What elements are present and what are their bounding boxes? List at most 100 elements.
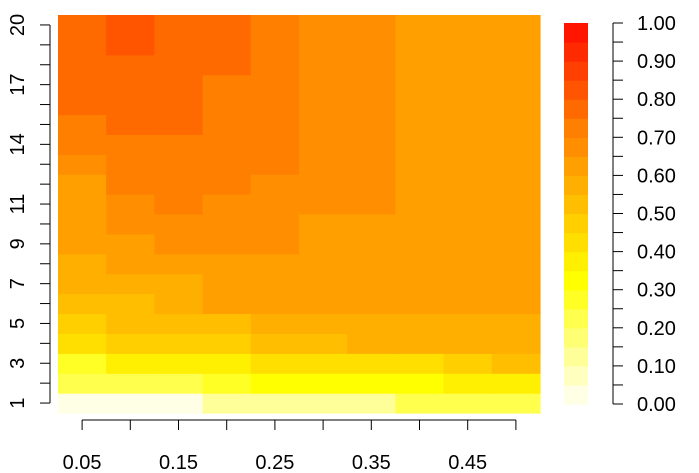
heatmap-cells (58, 15, 541, 414)
heatmap-cell (58, 94, 107, 116)
heatmap-cell (443, 353, 493, 374)
heatmap-cell (154, 154, 204, 175)
heatmap-cell (250, 154, 300, 175)
colorbar-tick-label: 0.60 (637, 165, 676, 187)
colorbar-axis: 0.00 0.10 0.20 0.30 0.40 0.50 0.60 0.70 0.80 0.90… (612, 13, 676, 416)
heatmap-cell (106, 393, 155, 414)
colorbar-swatch (564, 251, 588, 272)
colorbar-tick-label: 0.70 (637, 127, 676, 149)
heatmap-cell (250, 393, 300, 414)
heatmap-cell (250, 54, 300, 76)
heatmap-cell (443, 134, 493, 155)
heatmap-cell (58, 194, 107, 215)
heatmap-cell (299, 154, 348, 175)
heatmap-cell (154, 233, 204, 255)
heatmap-cell (250, 34, 300, 56)
heatmap-cell (299, 114, 348, 135)
heatmap-cell (395, 253, 445, 275)
heatmap-cell (154, 214, 204, 235)
heatmap-cell (106, 273, 155, 295)
heatmap-cell (443, 74, 493, 96)
heatmap-cell (202, 174, 252, 195)
heatmap-cell (154, 393, 204, 414)
heatmap-cell (154, 34, 204, 56)
heatmap-cell (250, 233, 300, 255)
heatmap-cell (395, 134, 445, 155)
heatmap-cell (106, 174, 155, 195)
y-tick-label: 1 (7, 397, 29, 408)
heatmap-cell (299, 15, 348, 36)
heatmap-cell (491, 174, 541, 195)
colorbar-tick-label: 0.10 (637, 356, 676, 378)
colorbar-swatch (564, 308, 588, 329)
heatmap-cell (443, 293, 493, 315)
heatmap-cell (491, 94, 541, 116)
heatmap-cell (347, 253, 396, 275)
heatmap-cell (250, 313, 300, 334)
heatmap-cell (106, 333, 155, 354)
heatmap-cell (106, 54, 155, 76)
heatmap-cell (491, 134, 541, 155)
colorbar-tick-label: 1.00 (637, 13, 676, 35)
heatmap-cell (443, 54, 493, 76)
heatmap-cell (58, 313, 107, 334)
heatmap-cell (491, 214, 541, 235)
heatmap-cell (443, 253, 493, 275)
heatmap-cell (347, 114, 396, 135)
heatmap-cell (58, 353, 107, 374)
heatmap-cell (250, 15, 300, 36)
heatmap-cell (106, 94, 155, 116)
heatmap-cell (202, 94, 252, 116)
heatmap-cell (202, 34, 252, 56)
heatmap-cell (395, 333, 445, 354)
heatmap-cell (395, 154, 445, 175)
heatmap-cell (154, 194, 204, 215)
heatmap-cell (58, 54, 107, 76)
heatmap-cell (347, 34, 396, 56)
heatmap-cell (154, 373, 204, 394)
heatmap-cell (202, 154, 252, 175)
heatmap-cell (202, 373, 252, 394)
heatmap-cell (395, 54, 445, 76)
colorbar-swatch (564, 80, 588, 100)
heatmap-cell (299, 373, 348, 394)
heatmap-cell (347, 313, 396, 334)
heatmap-cell (106, 233, 155, 255)
heatmap-cell (491, 15, 541, 36)
heatmap-cell (299, 174, 348, 195)
heatmap-cell (299, 134, 348, 155)
heatmap-cell (154, 114, 204, 135)
heatmap-cell (106, 253, 155, 275)
heatmap-cell (202, 194, 252, 215)
heatmap-cell (58, 74, 107, 96)
heatmap-cell (202, 393, 252, 414)
colorbar-swatch (564, 23, 588, 43)
heatmap-cell (347, 94, 396, 116)
y-tick-label: 14 (7, 133, 29, 155)
x-tick-label: 0.15 (159, 452, 198, 473)
heatmap-cell (347, 353, 396, 374)
heatmap-cell (443, 94, 493, 116)
heatmap-cell (58, 15, 107, 36)
heatmap-cell (58, 333, 107, 354)
heatmap-cell (106, 313, 155, 334)
heatmap-cell (299, 273, 348, 295)
heatmap-cell (58, 114, 107, 135)
heatmap-cell (106, 134, 155, 155)
heatmap-cell (250, 293, 300, 315)
colorbar-swatch (564, 61, 588, 81)
heatmap-cell (106, 34, 155, 56)
heatmap-cell (443, 373, 493, 394)
heatmap-cell (299, 233, 348, 255)
colorbar-swatch (564, 213, 588, 234)
heatmap-cell (395, 293, 445, 315)
heatmap-cell (299, 74, 348, 96)
x-tick-label: 0.35 (352, 452, 391, 473)
x-tick-label: 0.05 (63, 452, 102, 473)
heatmap-cell (491, 293, 541, 315)
heatmap-cell (299, 253, 348, 275)
colorbar-swatch (564, 365, 588, 386)
y-axis: 1 3 5 7 9 11 14 17 20 (7, 14, 51, 409)
heatmap-cell (299, 194, 348, 215)
colorbar-swatch (564, 289, 588, 310)
